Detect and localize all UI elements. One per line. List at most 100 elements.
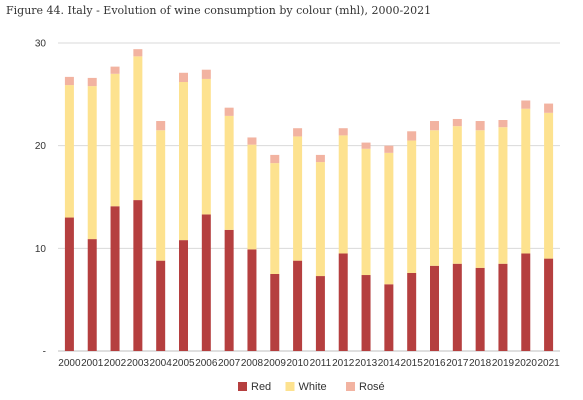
bar-white-2002 <box>110 73 120 207</box>
y-tick-label: 20 <box>35 141 47 152</box>
bar-ros-2005 <box>179 72 188 83</box>
bar-ros-2021 <box>544 103 554 113</box>
bar-ros-2011 <box>315 154 325 163</box>
bar-red-2012 <box>338 253 348 351</box>
bar-red-2008 <box>247 249 257 351</box>
bar-ros-2007 <box>224 107 234 116</box>
x-tick-label: 2005 <box>172 358 195 369</box>
legend-label: White <box>299 381 327 393</box>
x-tick-label: 2000 <box>58 358 81 369</box>
bar-white-2001 <box>87 86 97 240</box>
bar-ros-2006 <box>201 69 211 79</box>
bar-ros-2012 <box>338 128 348 136</box>
bar-red-2004 <box>156 260 166 351</box>
x-tick-label: 2004 <box>150 358 173 369</box>
bar-white-2004 <box>156 130 166 261</box>
bar-ros-2016 <box>430 121 439 131</box>
bar-white-2014 <box>384 152 394 285</box>
x-tick-label: 2002 <box>104 358 127 369</box>
x-tick-label: 2014 <box>378 358 401 369</box>
x-tick-label: 2008 <box>241 358 264 369</box>
bar-ros-2008 <box>247 137 257 145</box>
bar-red-2017 <box>452 263 462 351</box>
bar-white-2010 <box>293 136 303 261</box>
x-tick-label: 2013 <box>355 358 378 369</box>
x-tick-label: 2001 <box>81 358 104 369</box>
bar-white-2007 <box>224 115 234 230</box>
bar-ros-2013 <box>361 142 371 149</box>
bar-white-2021 <box>544 112 554 259</box>
bar-ros-2009 <box>270 154 280 164</box>
bar-red-2015 <box>407 272 417 351</box>
bar-ros-2000 <box>64 76 74 86</box>
bar-ros-2017 <box>452 118 462 127</box>
x-tick-label: 2011 <box>310 358 332 369</box>
bar-white-2015 <box>407 140 417 273</box>
bar-white-2020 <box>521 108 531 254</box>
bar-red-2001 <box>87 239 97 351</box>
y-tick-label: 30 <box>35 39 47 50</box>
x-tick-label: 2021 <box>537 358 560 369</box>
bar-red-2003 <box>133 200 143 351</box>
legend-swatch <box>346 382 355 391</box>
x-tick-label: 2019 <box>492 358 515 369</box>
bar-white-2011 <box>315 162 325 277</box>
x-tick-label: 2006 <box>195 358 218 369</box>
bar-red-2020 <box>521 253 531 351</box>
bar-ros-2020 <box>521 100 531 109</box>
bar-white-2009 <box>270 163 280 274</box>
bar-white-2016 <box>430 130 439 266</box>
bar-white-2013 <box>361 148 371 276</box>
bar-red-2009 <box>270 274 280 351</box>
x-tick-label: 2003 <box>127 358 150 369</box>
bar-ros-2001 <box>87 77 97 87</box>
legend-label: Red <box>251 381 271 393</box>
bar-red-2007 <box>224 229 234 351</box>
y-tick-label: 10 <box>35 244 47 255</box>
bar-red-2010 <box>293 260 303 351</box>
bar-ros-2018 <box>475 121 485 131</box>
x-tick-label: 2015 <box>401 358 424 369</box>
x-tick-label: 2020 <box>515 358 538 369</box>
bar-white-2008 <box>247 144 257 250</box>
bar-red-2006 <box>201 214 211 351</box>
bar-red-2014 <box>384 284 394 351</box>
x-tick-label: 2009 <box>264 358 287 369</box>
bar-ros-2015 <box>407 131 417 141</box>
bar-white-2005 <box>179 82 188 241</box>
bar-red-2019 <box>498 263 508 351</box>
bar-red-2016 <box>430 265 439 351</box>
bar-white-2000 <box>64 85 74 218</box>
bar-white-2017 <box>452 126 462 264</box>
bar-red-2005 <box>179 240 188 351</box>
x-tick-label: 2007 <box>218 358 241 369</box>
legend-swatch <box>238 382 247 391</box>
bar-ros-2004 <box>156 121 166 131</box>
bar-red-2013 <box>361 275 371 351</box>
x-tick-label: 2018 <box>469 358 492 369</box>
bar-white-2012 <box>338 135 348 254</box>
legend-swatch <box>285 382 295 391</box>
bar-ros-2014 <box>384 145 394 153</box>
bar-white-2019 <box>498 127 508 264</box>
bar-ros-2002 <box>110 66 120 74</box>
bar-white-2003 <box>133 56 143 201</box>
bar-red-2011 <box>315 276 325 351</box>
bar-white-2018 <box>475 130 485 268</box>
bar-red-2021 <box>544 258 554 351</box>
x-tick-label: 2017 <box>446 358 469 369</box>
bar-ros-2003 <box>133 49 143 57</box>
bar-red-2002 <box>110 206 120 351</box>
bar-red-2000 <box>64 217 74 351</box>
x-tick-label: 2016 <box>423 358 446 369</box>
x-tick-label: 2012 <box>332 358 355 369</box>
bar-red-2018 <box>475 267 485 351</box>
bar-white-2006 <box>201 78 211 215</box>
legend-label: Rosé <box>359 381 385 393</box>
x-tick-label: 2010 <box>286 358 309 369</box>
chart-title: Figure 44. Italy - Evolution of wine con… <box>6 4 432 17</box>
bar-ros-2010 <box>293 128 303 137</box>
y-tick-label: - <box>43 347 46 358</box>
bar-ros-2019 <box>498 120 508 128</box>
